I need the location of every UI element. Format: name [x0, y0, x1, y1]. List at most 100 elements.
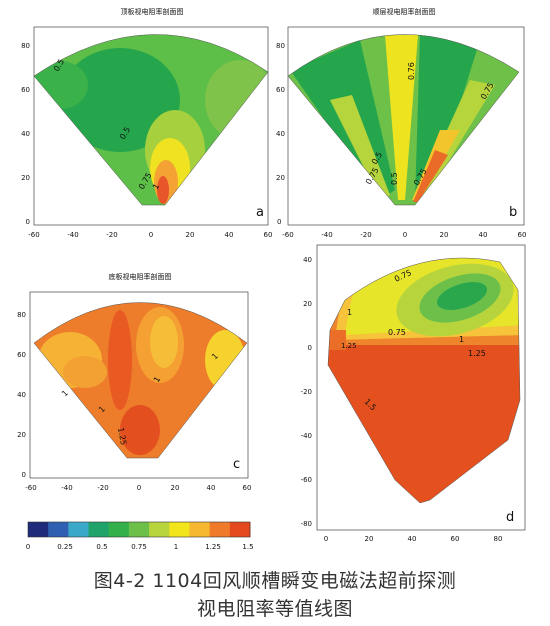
x-tick-label: -40: [67, 231, 78, 239]
y-tick-label: -60: [301, 476, 312, 484]
panel-b-contour-label: 0.76: [407, 62, 416, 80]
colorbar-swatch: [28, 522, 49, 537]
panel-b-y-axis: 0 20 40 60 80: [276, 42, 285, 226]
panel-d-contour-label: 1: [347, 308, 352, 317]
panel-a-x-axis: -60 -40 -20 0 20 40 60: [28, 231, 272, 239]
colorbar-swatch: [48, 522, 69, 537]
figure-caption-line-2: 视电阻率等值线图: [196, 598, 353, 620]
colorbar-swatch: [149, 522, 170, 537]
panel-a-frame: [33, 26, 269, 226]
x-tick-label: 60: [264, 231, 273, 239]
panel-c-letter: c: [233, 457, 240, 472]
y-tick-label: 80: [276, 42, 285, 50]
x-tick-label: 20: [186, 231, 195, 239]
panel-a-y-axis: 0 20 40 60 80: [21, 42, 30, 226]
x-tick-label: -60: [282, 231, 293, 239]
colorbar-swatch: [209, 522, 231, 537]
x-tick-label: 80: [494, 535, 503, 543]
x-tick-label: 40: [225, 231, 234, 239]
panel-a-title: 顶板视电阻率剖面图: [121, 7, 184, 16]
x-tick-label: -20: [360, 231, 371, 239]
y-tick-label: 0: [22, 471, 26, 479]
panel-d-frame: [316, 244, 526, 531]
y-tick-label: 40: [17, 391, 26, 399]
y-tick-label: -40: [301, 432, 312, 440]
x-tick-label: 60: [451, 535, 460, 543]
colorbar-swatch: [108, 522, 130, 537]
panel-a-contour-label: 1: [151, 182, 161, 191]
panel-c-x-axis: -60 -40 -20 0 20 40 60: [25, 484, 251, 492]
y-tick-label: 80: [21, 42, 30, 50]
y-tick-label: 0: [277, 218, 281, 226]
y-tick-label: 0: [26, 218, 30, 226]
panel-c-frame: [29, 291, 249, 479]
x-tick-label: 20: [440, 231, 449, 239]
panel-d-contour-label: 1: [459, 335, 464, 344]
colorbar-swatch: [169, 522, 190, 537]
x-tick-label: -40: [61, 484, 72, 492]
y-tick-label: 60: [17, 351, 26, 359]
y-tick-label: 40: [276, 130, 285, 138]
colorbar-swatch: [68, 522, 90, 537]
colorbar-tick-label: 0: [26, 543, 30, 551]
y-tick-label: 20: [21, 174, 30, 182]
colorbar-swatches: [28, 522, 251, 537]
colorbar-tick-label: 0.75: [131, 543, 147, 551]
x-tick-label: -60: [28, 231, 39, 239]
x-tick-label: 0: [324, 535, 328, 543]
panel-d-contour-label: 0.75: [388, 328, 406, 337]
x-tick-label: -20: [106, 231, 117, 239]
colorbar-swatch: [128, 522, 150, 537]
y-tick-label: 80: [17, 311, 26, 319]
panel-c-contour-label: 1: [60, 388, 70, 398]
panel-b-letter: b: [509, 205, 517, 220]
x-tick-label: 0: [149, 231, 153, 239]
panel-c-title: 底板视电阻率剖面图: [109, 272, 172, 281]
y-tick-label: 60: [276, 86, 285, 94]
panel-d: 0.75 1 0.75 1.25 1 1.25 1.5 d 0 20 40 60…: [301, 244, 526, 543]
panel-d-letter: d: [506, 510, 514, 525]
x-tick-label: 0: [403, 231, 407, 239]
panel-c-contour-label: 1: [97, 404, 107, 414]
panel-b: 顺层视电阻率剖面图 0.76 0.75 0.5 0.75 0.5 0.75 b …: [276, 7, 526, 239]
colorbar-tick-label: 1.25: [205, 543, 221, 551]
y-tick-label: 20: [276, 174, 285, 182]
colorbar-tick-label: 1: [174, 543, 178, 551]
panel-c-contour-label: 1: [152, 375, 162, 384]
x-tick-label: 60: [518, 231, 527, 239]
y-tick-label: 0: [308, 344, 312, 352]
x-tick-label: 0: [137, 484, 141, 492]
panel-d-contour-label: 1.25: [341, 342, 357, 350]
panel-b-frame: [287, 26, 525, 226]
x-tick-label: 40: [408, 535, 417, 543]
colorbar-tick-label: 0.5: [96, 543, 107, 551]
x-tick-label: -20: [97, 484, 108, 492]
panel-d-x-axis: 0 20 40 60 80: [324, 535, 503, 543]
panel-b-contour-label: 0.5: [390, 172, 399, 185]
y-tick-label: 40: [21, 130, 30, 138]
panel-c-contour-label: 1.25: [116, 427, 128, 446]
panel-d-contour-label: 1.25: [468, 349, 486, 358]
panel-a: 顶板视电阻率剖面图 0.5 0.5 0.75 1 a -60 -40 -20 0…: [21, 7, 272, 239]
x-tick-label: 20: [171, 484, 180, 492]
panel-c-y-axis: 0 20 40 60 80: [17, 311, 26, 479]
colorbar-swatch: [88, 522, 110, 537]
panel-d-y-axis: 40 20 0 -20 -40 -60 -80: [301, 256, 312, 528]
panel-a-letter: a: [256, 205, 264, 220]
colorbar-swatch: [229, 522, 251, 537]
panel-b-title: 顺层视电阻率剖面图: [373, 7, 436, 16]
y-tick-label: 60: [21, 86, 30, 94]
x-tick-label: 20: [365, 535, 374, 543]
y-tick-label: 20: [17, 431, 26, 439]
y-tick-label: -80: [301, 520, 312, 528]
x-tick-label: -60: [25, 484, 36, 492]
y-tick-label: 20: [303, 300, 312, 308]
panel-b-x-axis: -60 -40 -20 0 20 40 60: [282, 231, 526, 239]
colorbar-frame: [27, 521, 251, 538]
x-tick-label: 40: [207, 484, 216, 492]
colorbar-tick-label: 0.25: [57, 543, 73, 551]
figure-caption-line-1: 图4-2 1104回风顺槽瞬变电磁法超前探测: [93, 570, 457, 592]
x-tick-label: 40: [479, 231, 488, 239]
y-tick-label: 40: [303, 256, 312, 264]
